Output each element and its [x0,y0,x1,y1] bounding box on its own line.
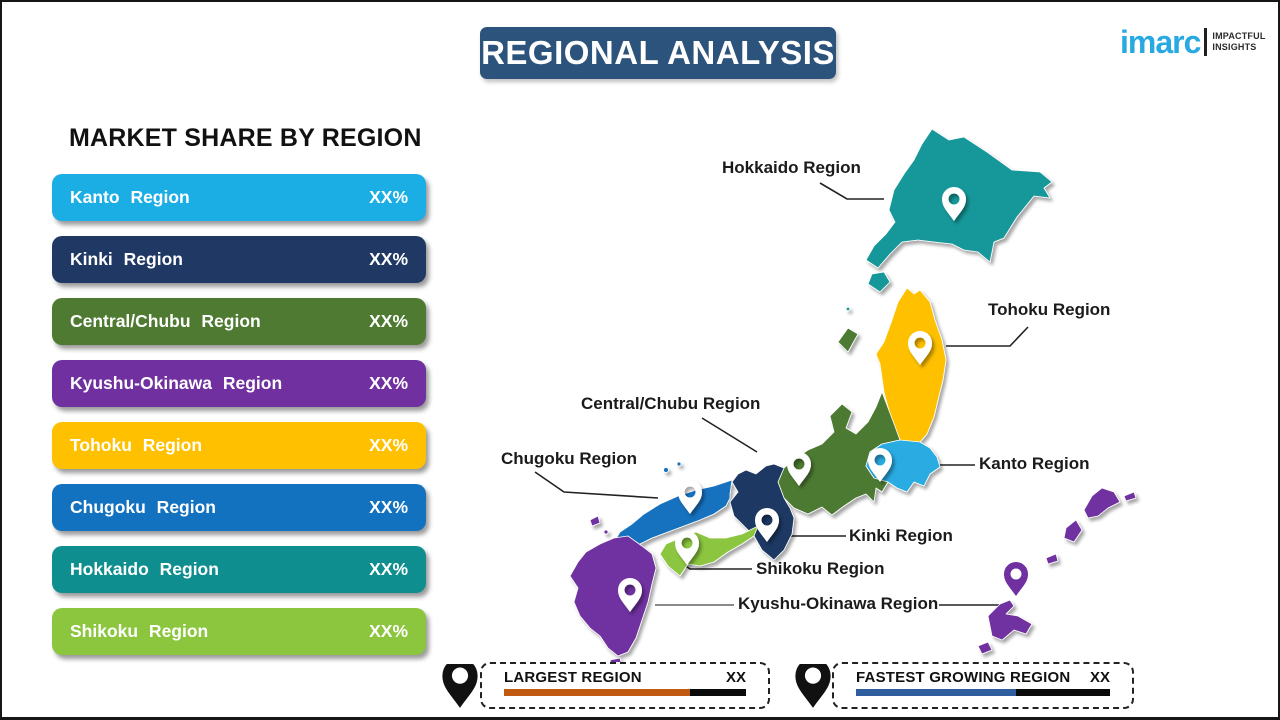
share-bar-tohoku: Tohoku Region XX% [52,422,426,469]
largest-region-value: XX [725,669,746,686]
region-oki-islet [663,467,669,473]
largest-region-bar-track [504,689,746,696]
share-bar-hokkaido: Hokkaido Region XX% [52,546,426,593]
fastest-growing-pin-icon [795,664,831,708]
leader-hokkaido [819,182,884,200]
share-bar-kanto: Kanto Region XX% [52,174,426,221]
map-label-kinki: Kinki Region [849,526,953,545]
region-oki-islet [676,461,682,467]
share-bar-value: XX% [369,435,408,455]
region-shikoku [659,525,759,577]
region-sado-island [837,327,859,353]
share-bar-central-chubu: Central/Chubu Region XX% [52,298,426,345]
share-bar-label: Tohoku Region [70,435,203,455]
share-bar-value: XX% [369,311,408,331]
region-tohoku [875,287,947,446]
region-kyushu [569,535,657,657]
leader-chugoku [534,471,659,499]
largest-region-pin-icon [442,664,478,708]
region-hokkaido-dot [845,306,851,312]
logo-divider [1204,28,1208,56]
largest-region-label: LARGEST REGION [504,669,642,686]
share-bar-label: Kanto Region [70,187,190,207]
region-okinawa-islet [1123,491,1137,502]
region-hokkaido-islet [867,271,891,293]
fastest-growing-bar-track [856,689,1110,696]
japan-map [534,128,1137,672]
region-iki-dot [603,529,609,535]
region-okinawa-islet [977,641,993,655]
region-amami-cluster [1083,487,1121,519]
fastest-growing-bar-fill [856,689,1017,696]
largest-region-bar-fill [504,689,691,696]
fastest-growing-value: XX [1089,669,1110,686]
map-label-chugoku: Chugoku Region [501,449,637,468]
share-bar-value: XX% [369,249,408,269]
pin-icon-okinawa [1004,562,1028,596]
region-okinawa-islet [1063,519,1083,543]
share-bar-value: XX% [369,621,408,641]
fastest-growing-box: FASTEST GROWING REGION XX [832,662,1134,709]
page-title-banner: REGIONAL ANALYSIS [480,27,836,79]
imarc-wordmark: imarc [1120,24,1201,60]
largest-region-box: LARGEST REGION XX [480,662,770,709]
region-hokkaido [865,128,1053,269]
share-bar-label: Kyushu-Okinawa Region [70,373,283,393]
leader-tohoku [946,326,1029,347]
map-label-tohoku: Tohoku Region [988,300,1111,319]
share-bar-value: XX% [369,373,408,393]
logo-tagline: IMPACTFUL INSIGHTS [1212,31,1266,52]
share-bar-value: XX% [369,187,408,207]
share-bar-chugoku: Chugoku Region XX% [52,484,426,531]
leader-central-chubu [701,417,758,453]
share-bar-value: XX% [369,559,408,579]
region-tsushima-islet [589,515,601,527]
page-title: REGIONAL ANALYSIS [481,34,835,71]
map-label-shikoku: Shikoku Region [756,559,885,578]
map-label-kyushu-okinawa: Kyushu-Okinawa Region [738,594,939,613]
region-okinawa-islet [1045,553,1059,565]
share-bar-value: XX% [369,497,408,517]
map-label-hokkaido: Hokkaido Region [722,158,861,177]
map-label-central-chubu: Central/Chubu Region [581,394,761,413]
share-bar-label: Hokkaido Region [70,559,219,579]
market-share-heading: MARKET SHARE BY REGION [69,124,422,152]
map-label-kanto: Kanto Region [979,454,1090,473]
share-bar-label: Chugoku Region [70,497,216,517]
share-bar-kyushu-okinawa: Kyushu-Okinawa Region XX% [52,360,426,407]
region-okinawa-main [987,599,1033,641]
share-bar-label: Shikoku Region [70,621,209,641]
fastest-growing-label: FASTEST GROWING REGION [856,669,1071,686]
share-bar-shikoku: Shikoku Region XX% [52,608,426,655]
share-bar-label: Kinki Region [70,249,183,269]
imarc-logo: imarc IMPACTFUL INSIGHTS [1120,26,1266,58]
share-bar-kinki: Kinki Region XX% [52,236,426,283]
share-bar-label: Central/Chubu Region [70,311,261,331]
